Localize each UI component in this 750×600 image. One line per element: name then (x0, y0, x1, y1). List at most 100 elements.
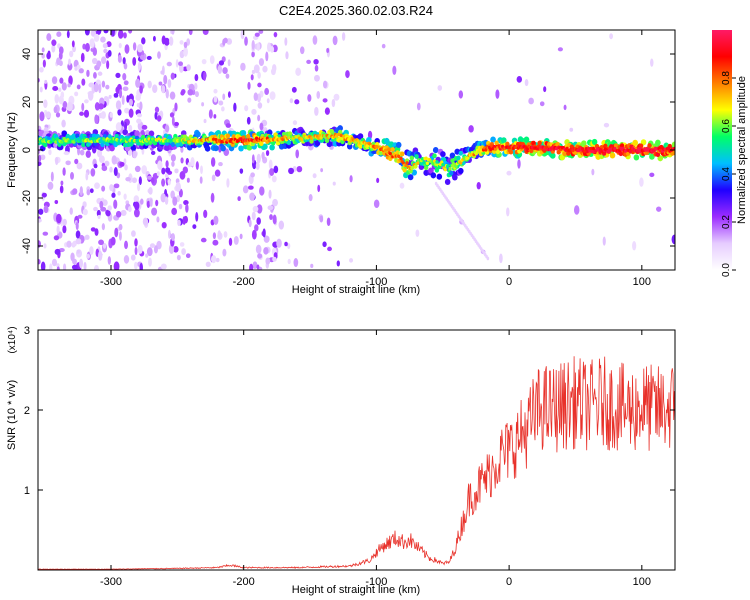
spectrogram-cell (84, 234, 90, 240)
spectrogram-cell (227, 59, 231, 67)
spectrogram-cell (128, 108, 134, 118)
spectrogram-x-ticks: -300 -200 -100 0 100 (100, 30, 651, 288)
spectrogram-cell (83, 261, 87, 270)
spectrogram-cell (591, 168, 595, 176)
spectrogram-cell (195, 161, 199, 170)
spectrogram-cell (225, 123, 232, 128)
spectrogram-cell (74, 91, 79, 97)
spectrogram-cell (88, 137, 93, 141)
spectrogram-cell (312, 173, 317, 179)
spectrogram-cell (613, 143, 619, 149)
spectrogram-cell (165, 160, 169, 168)
spectrogram-cell (341, 32, 346, 41)
spectrogram-cell (56, 57, 61, 66)
spectrogram-cell (246, 133, 251, 139)
spectrogram-cell (194, 82, 198, 90)
colorbar-tick-label: 0.4 (721, 167, 732, 181)
spectrogram-cell (422, 160, 426, 165)
spectrogram-cell (85, 150, 91, 158)
spectrogram-cell (89, 188, 94, 194)
spectrogram-cell (103, 95, 109, 101)
spectrogram-cell (368, 142, 372, 146)
spectrogram-cell (251, 154, 255, 164)
spectrogram-cell (456, 155, 461, 161)
spectrogram-cell (100, 36, 106, 43)
spectrogram-cell (141, 165, 148, 175)
spectrogram-cell (59, 77, 64, 84)
spectrogram-cell (257, 114, 261, 122)
spectrogram-cell (121, 95, 125, 106)
spectrogram-cell (148, 257, 152, 267)
spectrogram-cell (81, 78, 86, 86)
spectrogram-cell (71, 40, 75, 48)
spectrogram-cell (268, 159, 273, 170)
spectrogram-cell (251, 229, 257, 240)
spectrogram-cell (147, 80, 152, 89)
spectrogram-cell (111, 155, 117, 165)
spectrogram-cell (147, 175, 153, 180)
spectrogram-cell (209, 55, 215, 65)
spectrogram-cell (249, 263, 254, 270)
spectrogram-cell (486, 256, 490, 261)
spectrogram-cell (79, 186, 83, 196)
spectrogram-cell (113, 199, 118, 209)
spectrogram-cell (97, 71, 103, 76)
spectrogram-cell (175, 142, 180, 148)
spectrogram-cell (42, 231, 49, 236)
spectrogram-cell (70, 172, 74, 180)
spectrogram-cell (211, 137, 216, 141)
spectrogram-cell (233, 235, 239, 245)
spectrogram-cell (167, 178, 171, 186)
spectrogram-cell (425, 161, 429, 166)
y-tick-label: 1 (24, 485, 30, 497)
spectrogram-cell (100, 206, 107, 212)
spectrogram-cell (108, 94, 112, 99)
spectrogram-cell (94, 182, 100, 189)
spectrogram-cell (160, 193, 166, 203)
spectrogram-cell (458, 150, 464, 156)
spectrogram-cell (452, 174, 458, 181)
spectrogram-cell (395, 141, 402, 149)
spectrogram-cell (383, 148, 388, 152)
spectrogram-cell (123, 80, 129, 86)
spectrogram-cell (75, 230, 81, 239)
spectrogram-cell (115, 100, 122, 110)
spectrogram-cell (100, 111, 106, 119)
spectrogram-cell (284, 241, 288, 247)
spectrogram-cell (262, 143, 268, 150)
spectrogram-cell (317, 184, 321, 193)
spectrogram-cell (54, 199, 59, 205)
spectrogram-cell (100, 142, 105, 148)
spectrogram-cell (164, 173, 169, 179)
spectrogram-cell (392, 65, 397, 75)
spectrogram-cell (137, 61, 141, 71)
spectrogram-cell (397, 154, 401, 159)
spectrogram-cell (147, 137, 151, 141)
spectrogram-cell (97, 214, 101, 220)
spectrogram-cell (157, 160, 163, 170)
spectrogram-cell (188, 30, 193, 36)
spectrogram-cell (517, 159, 521, 169)
spectrogram-cell (543, 86, 547, 93)
spectrogram-cell (93, 33, 100, 42)
spectrogram-cell (257, 102, 263, 109)
spectrogram-cell (211, 174, 216, 182)
spectrogram-cell (200, 165, 203, 174)
spectrogram-cell (194, 74, 199, 82)
spectrogram-cell (70, 252, 75, 262)
spectrogram-cell (155, 199, 159, 207)
spectrogram-cell (490, 136, 496, 143)
spectrogram-cell (187, 89, 194, 96)
spectrogram-cell (93, 206, 98, 212)
spectrogram-cell (271, 140, 276, 146)
spectrogram-cell (276, 238, 282, 248)
spectrogram-cell (257, 71, 261, 79)
spectrogram-cell (171, 207, 178, 216)
spectrogram-cell (88, 82, 95, 88)
spectrogram-cell (128, 98, 133, 106)
spectrogram-cell (476, 181, 481, 190)
spectrogram-cell (76, 84, 81, 90)
spectrogram-cell (195, 131, 201, 138)
spectrogram-cell (186, 64, 191, 71)
snr-series-line (38, 356, 675, 570)
